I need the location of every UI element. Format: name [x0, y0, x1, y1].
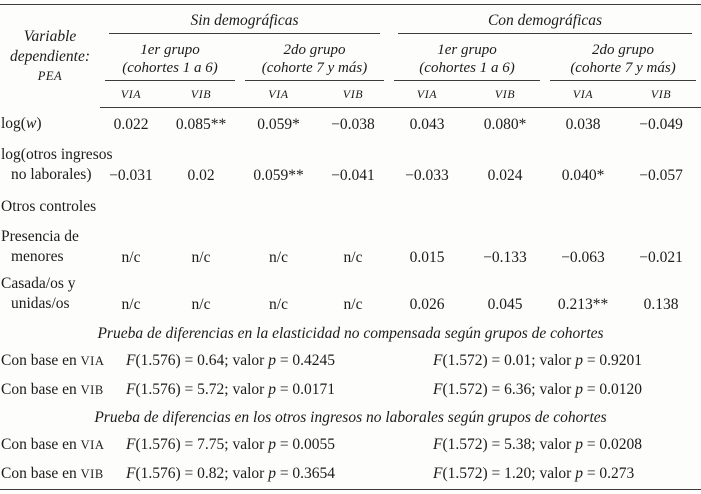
- value-cell: n/c: [191, 295, 211, 313]
- row-label: log(w): [1, 114, 42, 132]
- f-stat-sin-demograficas: F(1.576) = 7.75; valor p = 0.0055: [126, 436, 336, 453]
- value-cell: 0.02: [187, 166, 215, 184]
- value-cell: −0.133: [483, 248, 527, 266]
- f-stat-sin-demograficas: F(1.576) = 5.72; valor p = 0.0171: [126, 381, 336, 398]
- f-stat-con-demograficas: F(1.572) = 1.20; valor p = 0.273: [433, 465, 635, 482]
- value-cell: −0.038: [331, 115, 375, 133]
- value-cell: 0.043: [409, 115, 445, 133]
- row-label: Presencia de menores: [1, 227, 79, 265]
- vib-acronym: VIB: [80, 467, 104, 481]
- section-heading-row: Prueba de diferencias en los otros ingre…: [0, 405, 701, 431]
- test-row-label: Con base en VIB: [1, 381, 104, 398]
- test-row: Con base en VIB F(1.576) = 5.72; valor p…: [0, 376, 701, 405]
- value-cell: −0.063: [561, 248, 605, 266]
- value-cell: n/c: [269, 295, 288, 313]
- value-cell: −0.049: [639, 115, 683, 133]
- value-cell: n/c: [121, 248, 141, 266]
- vib-acronym: VIB: [80, 383, 104, 397]
- value-cell: n/c: [343, 248, 363, 266]
- subgroup-header-4: 2do grupo (cohorte 7 y más): [545, 34, 701, 81]
- column-header-via-3: VIA: [389, 81, 465, 108]
- pea-acronym: PEA: [37, 68, 63, 83]
- value-cell: n/c: [269, 248, 288, 266]
- value-cell: −0.031: [109, 166, 153, 184]
- f-stat-sin-demograficas: F(1.576) = 0.82; valor p = 0.3654: [126, 465, 336, 482]
- row-label: log(otros ingresos no laborales): [1, 145, 113, 183]
- table-row-presencia-menores: Presencia de menores n/c n/c n/c n/c 0.01…: [0, 224, 701, 274]
- table-row-otros-controles: Otros controles: [0, 192, 701, 224]
- test-row: Con base en VIB F(1.576) = 0.82; valor p…: [0, 460, 701, 490]
- test-row-label: Con base en VIB: [1, 465, 104, 482]
- column-header-via-2: VIA: [240, 81, 317, 108]
- column-header-via-1: VIA: [100, 81, 162, 108]
- section-heading: Prueba de diferencias en los otros ingre…: [94, 408, 607, 426]
- section-heading: Prueba de diferencias en la elasticidad …: [97, 324, 604, 342]
- via-acronym: VIA: [80, 438, 105, 452]
- subgroup-header-row: 1er grupo (cohortes 1 a 6) 2do grupo (coho…: [0, 34, 701, 81]
- value-cell: 0.138: [643, 295, 679, 313]
- table-row-otros-ingresos: log(otros ingresos no laborales) −0.031 0…: [0, 141, 701, 192]
- value-cell: n/c: [191, 248, 211, 266]
- value-cell: 0.059*: [257, 115, 300, 133]
- table-row-casadas-unidas: Casada/os y unidas/os n/c n/c n/c n/c 0.0…: [0, 274, 701, 321]
- value-cell: 0.059**: [253, 166, 304, 184]
- row-label: Otros controles: [1, 197, 97, 215]
- row-label: Casada/os y unidas/os: [1, 274, 76, 312]
- value-cell: 0.045: [487, 295, 523, 313]
- value-cell: 0.213**: [557, 295, 609, 313]
- value-cell: −0.021: [639, 248, 683, 266]
- column-header-vib-2: VIB: [317, 81, 389, 108]
- via-acronym: VIA: [80, 354, 105, 368]
- f-stat-sin-demograficas: F(1.576) = 0.64; valor p = 0.4245: [126, 352, 336, 369]
- value-cell: 0.040*: [561, 166, 605, 184]
- column-header-vib-4: VIB: [621, 81, 701, 108]
- f-stat-con-demograficas: F(1.572) = 6.36; valor p = 0.0120: [433, 381, 643, 398]
- subgroup-header-2: 2do grupo (cohorte 7 y más): [240, 34, 389, 81]
- value-cell: n/c: [121, 295, 141, 313]
- table-row-log-w: log(w) 0.022 0.085** 0.059* −0.038 0.043…: [0, 108, 701, 141]
- f-stat-con-demograficas: F(1.572) = 0.01; valor p = 0.9201: [433, 352, 643, 369]
- column-header-vib-3: VIB: [465, 81, 545, 108]
- test-row-label: Con base en VIA: [1, 352, 105, 369]
- value-cell: 0.085**: [175, 115, 227, 133]
- value-cell: 0.024: [487, 166, 523, 184]
- subgroup-header-1: 1er grupo (cohortes 1 a 6): [100, 34, 240, 81]
- test-row-label: Con base en VIA: [1, 436, 105, 453]
- group-header-row: Variable dependiente: PEA Sin demográfic…: [0, 5, 701, 83]
- value-cell: 0.038: [565, 115, 601, 133]
- regression-results-table: Variable dependiente: PEA Sin demográfic…: [0, 4, 701, 490]
- value-cell: 0.080*: [483, 115, 527, 133]
- group-header-sin-demograficas: Sin demográficas: [100, 5, 389, 34]
- column-header-vib-1: VIB: [162, 81, 240, 108]
- value-cell: n/c: [343, 295, 363, 313]
- dependent-variable-header: Variable dependiente: PEA: [0, 5, 100, 108]
- value-cell: 0.022: [113, 115, 149, 133]
- f-stat-con-demograficas: F(1.572) = 5.38; valor p = 0.0208: [433, 436, 643, 453]
- dependent-variable-line1: Variable: [23, 28, 77, 46]
- subgroup-header-3: 1er grupo (cohortes 1 a 6): [389, 34, 545, 81]
- column-header-row: VIA VIB VIA VIB VIA VIB VIA VIB: [0, 81, 701, 108]
- value-cell: −0.033: [405, 166, 449, 184]
- test-row: Con base en VIA F(1.576) = 7.75; valor p…: [0, 431, 701, 460]
- value-cell: −0.041: [331, 166, 375, 184]
- section-heading-row: Prueba de diferencias en la elasticidad …: [0, 321, 701, 347]
- value-cell: 0.026: [409, 295, 445, 313]
- value-cell: −0.057: [639, 166, 683, 184]
- test-row: Con base en VIA F(1.576) = 0.64; valor p…: [0, 347, 701, 376]
- column-header-via-4: VIA: [545, 81, 621, 108]
- value-cell: 0.015: [409, 248, 445, 266]
- dependent-variable-line2: dependiente: PEA: [9, 47, 91, 83]
- group-header-con-demograficas: Con demográficas: [389, 5, 701, 34]
